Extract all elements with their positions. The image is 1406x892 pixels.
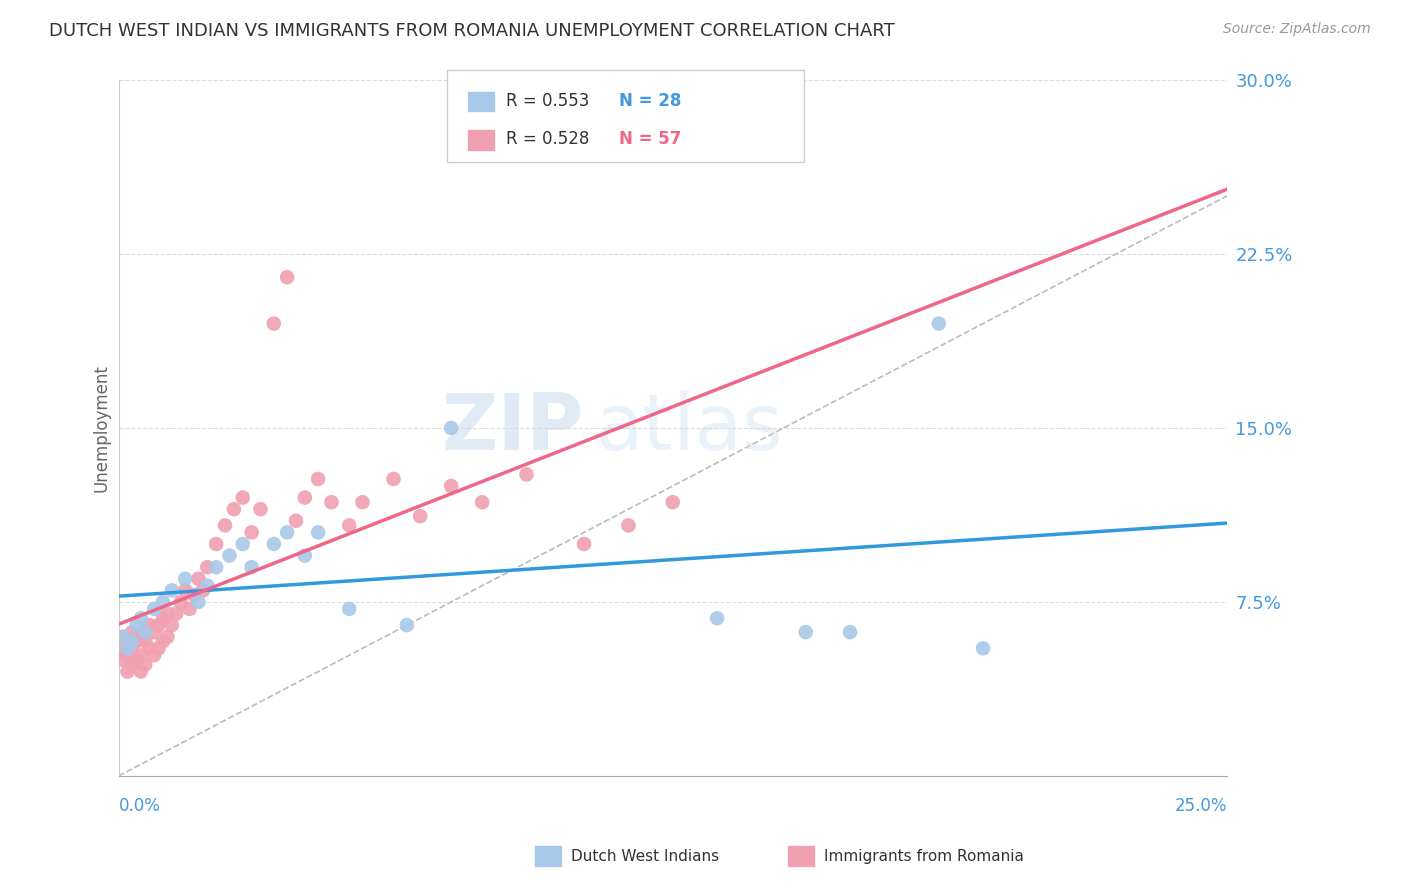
- Point: [148, 618, 170, 632]
- Point: [183, 588, 205, 602]
- Point: [232, 537, 254, 551]
- Point: [112, 653, 135, 667]
- Point: [232, 491, 254, 505]
- Point: [138, 641, 160, 656]
- Point: [156, 607, 179, 621]
- Point: [121, 634, 143, 648]
- Text: Immigrants from Romania: Immigrants from Romania: [824, 849, 1024, 863]
- Point: [409, 509, 432, 524]
- Point: [321, 495, 343, 509]
- Point: [134, 625, 156, 640]
- Point: [187, 595, 209, 609]
- Point: [165, 607, 187, 621]
- Point: [129, 648, 152, 663]
- Point: [125, 618, 148, 632]
- Point: [129, 611, 152, 625]
- Point: [117, 665, 139, 679]
- Point: [617, 518, 640, 533]
- Point: [138, 618, 160, 632]
- Point: [174, 583, 197, 598]
- Point: [337, 602, 360, 616]
- Point: [117, 634, 139, 648]
- Point: [129, 630, 152, 644]
- Text: N = 57: N = 57: [619, 130, 681, 148]
- Point: [117, 648, 139, 663]
- Point: [240, 560, 263, 574]
- Point: [572, 537, 595, 551]
- Point: [294, 549, 316, 563]
- Point: [337, 518, 360, 533]
- Point: [307, 525, 329, 540]
- Point: [112, 630, 135, 644]
- Point: [205, 560, 228, 574]
- Point: [839, 625, 862, 640]
- Point: [382, 472, 405, 486]
- Point: [143, 625, 166, 640]
- Point: [121, 641, 143, 656]
- Point: [125, 653, 148, 667]
- Point: [218, 549, 240, 563]
- Point: [112, 630, 135, 644]
- Point: [195, 579, 218, 593]
- Point: [222, 502, 245, 516]
- Point: [471, 495, 494, 509]
- Point: [134, 634, 156, 648]
- Text: Source: ZipAtlas.com: Source: ZipAtlas.com: [1223, 22, 1371, 37]
- Point: [706, 611, 728, 625]
- Point: [125, 634, 148, 648]
- Point: [174, 572, 197, 586]
- Point: [187, 572, 209, 586]
- Point: [263, 317, 285, 331]
- Point: [249, 502, 271, 516]
- Text: 0.0%: 0.0%: [118, 797, 160, 814]
- Point: [152, 634, 174, 648]
- Point: [117, 641, 139, 656]
- Point: [214, 518, 236, 533]
- Point: [263, 537, 285, 551]
- Point: [143, 602, 166, 616]
- Point: [928, 317, 950, 331]
- Point: [972, 641, 994, 656]
- Text: N = 28: N = 28: [619, 92, 681, 110]
- Text: Dutch West Indians: Dutch West Indians: [571, 849, 718, 863]
- Text: R = 0.553: R = 0.553: [506, 92, 589, 110]
- Point: [148, 641, 170, 656]
- Point: [285, 514, 308, 528]
- Point: [134, 657, 156, 672]
- Text: R = 0.528: R = 0.528: [506, 130, 589, 148]
- Point: [440, 479, 463, 493]
- Text: DUTCH WEST INDIAN VS IMMIGRANTS FROM ROMANIA UNEMPLOYMENT CORRELATION CHART: DUTCH WEST INDIAN VS IMMIGRANTS FROM ROM…: [49, 22, 896, 40]
- Y-axis label: Unemployment: Unemployment: [93, 364, 110, 491]
- Point: [121, 657, 143, 672]
- Point: [205, 537, 228, 551]
- Text: atlas: atlas: [595, 390, 783, 466]
- Point: [112, 641, 135, 656]
- Point: [294, 491, 316, 505]
- Point: [143, 648, 166, 663]
- Point: [240, 525, 263, 540]
- Point: [152, 611, 174, 625]
- Point: [179, 602, 201, 616]
- Point: [276, 525, 298, 540]
- Point: [170, 595, 193, 609]
- Point: [129, 665, 152, 679]
- Point: [156, 630, 179, 644]
- Point: [661, 495, 683, 509]
- Point: [395, 618, 418, 632]
- Point: [515, 467, 537, 482]
- Point: [352, 495, 374, 509]
- Point: [121, 625, 143, 640]
- Point: [276, 270, 298, 285]
- Text: ZIP: ZIP: [441, 390, 583, 466]
- Point: [195, 560, 218, 574]
- Point: [160, 618, 183, 632]
- Point: [152, 595, 174, 609]
- Text: 25.0%: 25.0%: [1174, 797, 1227, 814]
- Point: [794, 625, 817, 640]
- Point: [307, 472, 329, 486]
- Point: [191, 583, 214, 598]
- Point: [440, 421, 463, 435]
- Point: [160, 583, 183, 598]
